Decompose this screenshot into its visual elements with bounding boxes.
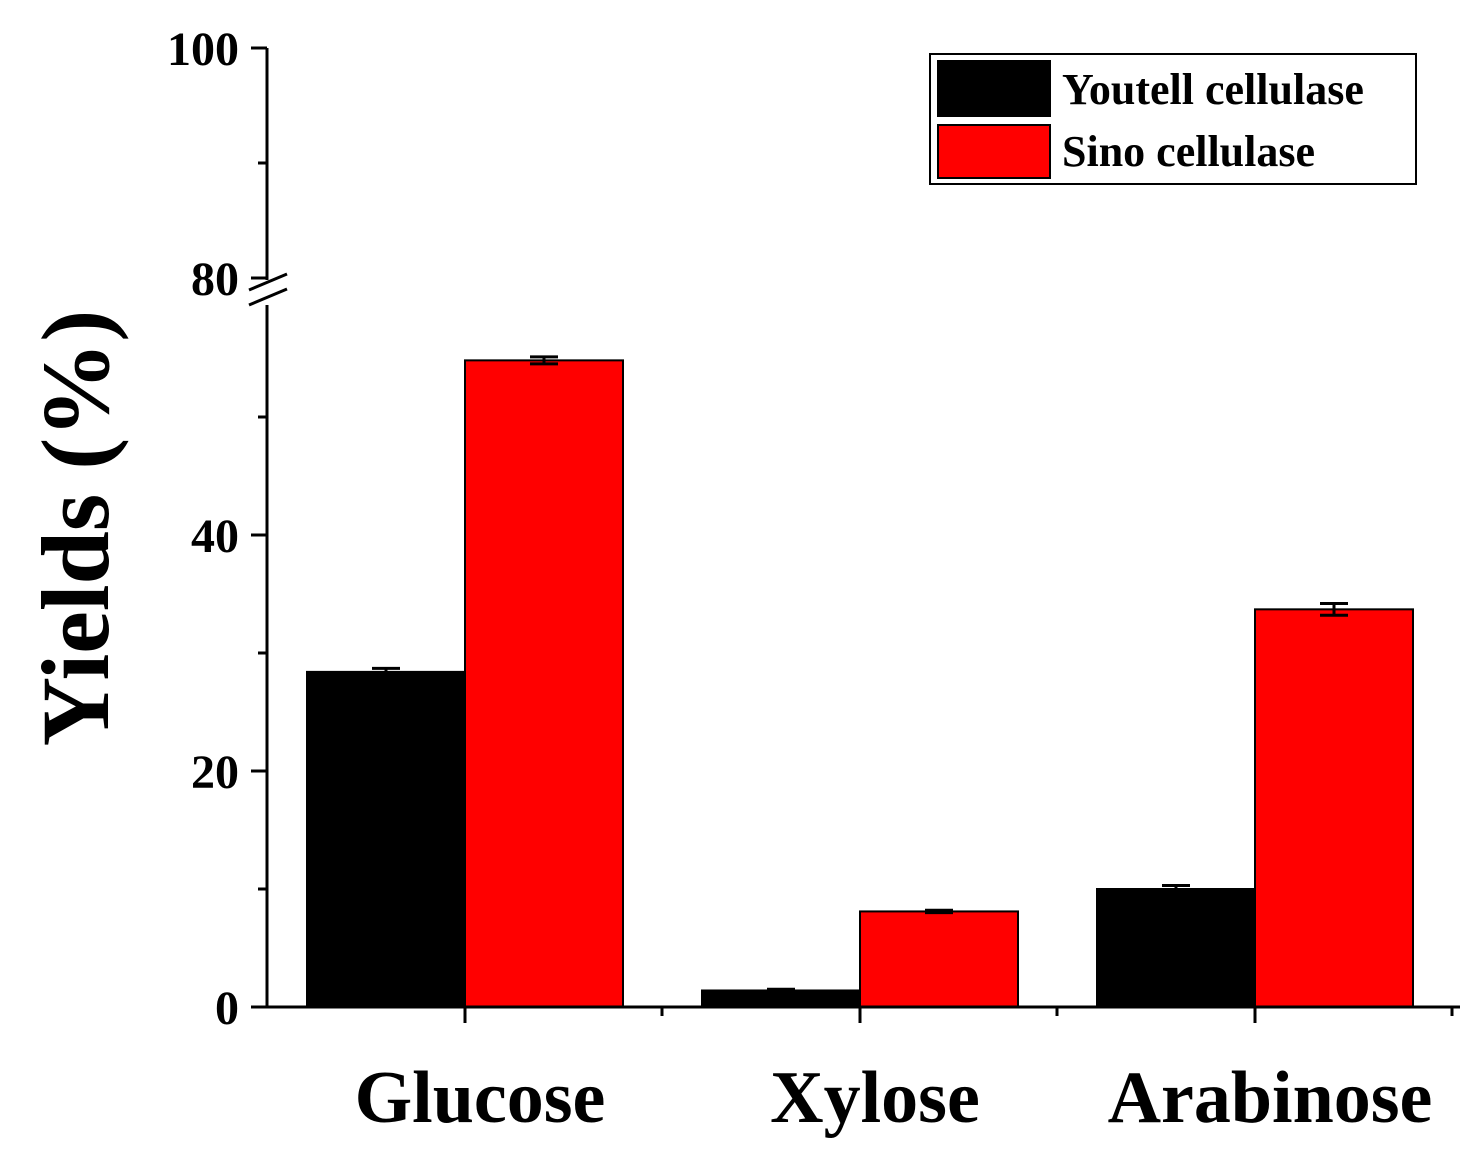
bar-glucose-youtell — [306, 670, 466, 1008]
error-bar-glucose-sino — [530, 355, 558, 366]
y-tick-label-20: 20 — [191, 746, 239, 799]
x-tick-label-xylose: Xylose — [770, 1057, 980, 1139]
legend-swatch-youtell — [937, 60, 1051, 117]
y-tick-label-40: 40 — [191, 510, 239, 563]
x-tick-label-arabinose: Arabinose — [1108, 1057, 1433, 1139]
bars-layer — [306, 355, 1414, 1009]
legend-swatch-sino — [937, 124, 1051, 179]
axis-break-marks — [248, 272, 288, 307]
error-bar-glucose-youtell — [372, 666, 400, 677]
ticks-layer: 0 20 40 80 100 Glucose Xylose Arabinose — [167, 23, 1454, 1139]
bar-arabinose-sino — [1254, 608, 1414, 1009]
y-tick-label-0: 0 — [215, 982, 239, 1035]
bar-glucose-sino — [464, 359, 624, 1008]
error-bar-arabinose-sino — [1320, 601, 1348, 617]
bar-arabinose-youtell — [1096, 888, 1256, 1008]
legend-label-sino: Sino cellulase — [1062, 127, 1315, 176]
y-tick-label-80: 80 — [191, 253, 239, 306]
y-tick-label-100: 100 — [167, 23, 239, 76]
legend-label-youtell: Youtell cellulase — [1062, 65, 1364, 114]
error-bar-xylose-youtell — [767, 987, 795, 994]
legend: Youtell cellulase Sino cellulase — [929, 53, 1417, 185]
y-axis-label: Yields (%) — [22, 310, 129, 746]
error-bar-xylose-sino — [925, 908, 953, 915]
bar-xylose-sino — [859, 910, 1019, 1008]
x-tick-label-glucose: Glucose — [355, 1057, 606, 1139]
error-bar-arabinose-youtell — [1162, 883, 1190, 895]
